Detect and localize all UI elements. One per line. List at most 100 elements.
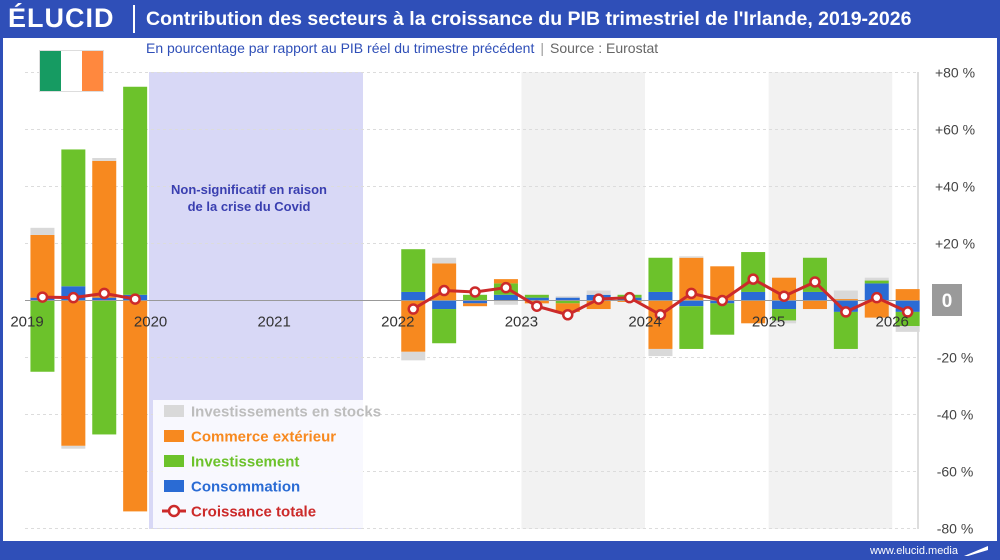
source-text: Source : Eurostat xyxy=(549,40,659,56)
legend-label-stocks: Investissements en stocks xyxy=(191,404,381,421)
bar-consommation-2025-T1 xyxy=(772,300,797,310)
growth-point-2023-T1 xyxy=(531,300,543,312)
x-tick-2022: 2022 xyxy=(381,314,414,331)
legend-swatch-exterieur xyxy=(164,430,184,442)
bar-investissement-2025-T1 xyxy=(772,309,797,321)
bar-stocks-2024-T1 xyxy=(648,348,673,357)
x-tick-2026: 2026 xyxy=(876,314,909,331)
bar-consommation-2023-T1 xyxy=(524,297,549,301)
bar-investissement-2019-T3 xyxy=(92,300,117,435)
growth-point-2022-T3 xyxy=(469,286,481,298)
growth-point-2026-T1 xyxy=(901,306,914,318)
bar-consommation-2024-T2 xyxy=(679,300,704,307)
x-tick-2021: 2021 xyxy=(258,314,291,331)
bar-investissement-2026-T1 xyxy=(895,311,920,327)
bar-stocks-2025-T3 xyxy=(833,290,858,300)
y-tick--80: -80 % xyxy=(937,521,974,537)
bar-consommation-2024-T1 xyxy=(648,291,673,301)
brand-logo: ÉLUCID xyxy=(8,3,115,33)
growth-point-2022-T1 xyxy=(407,303,419,315)
bar-stocks-2022-T4 xyxy=(493,300,518,305)
bar-investissement-2019-T2 xyxy=(61,149,86,287)
growth-point-2024-T3 xyxy=(716,294,728,307)
subtitle-separator: | xyxy=(540,40,544,56)
bar-investissement-2022-T2 xyxy=(432,309,457,344)
bar-stocks-2023-T3 xyxy=(586,290,611,295)
bar-consommation-2022-T2 xyxy=(432,300,457,310)
header-bar: ÉLUCID Contribution des secteurs à la cr… xyxy=(0,0,1000,38)
legend-label-investissement: Investissement xyxy=(191,454,299,471)
footer-url[interactable]: www.elucid.media xyxy=(869,545,958,557)
flag-stripe-white xyxy=(61,51,82,91)
x-tick-2024: 2024 xyxy=(628,314,661,331)
growth-point-2019-T2 xyxy=(67,291,80,304)
bar-investissement-2024-T2 xyxy=(679,306,704,349)
growth-point-2023-T4 xyxy=(623,291,636,304)
bar-exterieur-2022-T4 xyxy=(493,279,518,284)
y-tick--40: -40 % xyxy=(937,407,974,423)
growth-point-2019-T1 xyxy=(36,291,49,303)
bar-exterieur-2019-T1 xyxy=(30,234,55,298)
chart-subtitle: En pourcentage par rapport au PIB réel d… xyxy=(146,38,658,58)
legend-swatch-investissement xyxy=(164,455,184,467)
growth-point-2019-T3 xyxy=(98,287,110,300)
growth-point-2024-T2 xyxy=(685,287,698,300)
legend-label-exterieur: Commerce extérieur xyxy=(191,429,336,446)
bar-exterieur-2025-T3 xyxy=(833,299,858,301)
ireland-flag-icon xyxy=(40,51,103,91)
bar-stocks-2025-T4 xyxy=(864,277,889,281)
subtitle-text: En pourcentage par rapport au PIB réel d… xyxy=(146,40,535,56)
chart-title: Contribution des secteurs à la croissanc… xyxy=(146,8,912,30)
bar-investissement-2023-T2 xyxy=(555,300,580,304)
legend-swatch-marker-croissance xyxy=(167,504,181,518)
y-tick--60: -60 % xyxy=(937,464,974,480)
bar-exterieur-2024-T4 xyxy=(741,300,766,324)
flag-stripe-green xyxy=(40,51,61,91)
bar-stocks-2023-T2 xyxy=(555,296,580,298)
y-tick-60: +60 % xyxy=(935,122,975,138)
y-tick-40: +40 % xyxy=(935,179,975,195)
bar-investissement-2022-T1 xyxy=(401,249,426,292)
zero-badge-label: 0 xyxy=(942,291,953,312)
bar-exterieur-2025-T4 xyxy=(864,300,889,318)
growth-point-2025-T1 xyxy=(778,290,790,302)
legend-box xyxy=(153,400,363,528)
bar-exterieur-2019-T4 xyxy=(123,300,148,512)
growth-point-2022-T2 xyxy=(438,284,450,297)
x-tick-2019: 2019 xyxy=(10,314,43,331)
bar-exterieur-2026-T1 xyxy=(895,289,920,301)
bar-consommation-2022-T1 xyxy=(401,291,426,301)
bar-investissement-2023-T1 xyxy=(524,294,549,298)
x-tick-2020: 2020 xyxy=(134,314,167,331)
zero-badge xyxy=(932,284,962,316)
flag-stripe-orange xyxy=(82,51,103,91)
x-tick-2023: 2023 xyxy=(505,314,538,331)
growth-point-2025-T4 xyxy=(871,291,883,304)
bar-investissement-2025-T4 xyxy=(864,280,889,284)
bar-stocks-2022-T1 xyxy=(401,351,426,361)
bar-exterieur-2019-T3 xyxy=(92,160,117,298)
growth-point-2019-T4 xyxy=(129,293,141,305)
bar-consommation-2023-T2 xyxy=(555,297,580,301)
legend-swatch-consommation xyxy=(164,480,184,492)
header-divider xyxy=(133,5,135,33)
growth-point-2024-T4 xyxy=(747,273,759,285)
y-tick--20: -20 % xyxy=(937,350,974,366)
bar-stocks-2026-T1 xyxy=(895,326,920,332)
bar-investissement-2024-T3 xyxy=(710,303,735,335)
growth-point-2022-T4 xyxy=(500,281,512,294)
bar-consommation-2022-T4 xyxy=(493,294,518,301)
growth-point-2023-T2 xyxy=(562,309,574,321)
legend-swatch-stocks xyxy=(164,405,184,417)
bar-consommation-2025-T2 xyxy=(802,291,827,301)
bar-investissement-2025-T3 xyxy=(833,311,858,349)
growth-point-2023-T3 xyxy=(592,293,605,305)
bar-investissement-2024-T1 xyxy=(648,257,673,292)
bar-investissement-2019-T1 xyxy=(30,300,55,372)
y-tick-80: +80 % xyxy=(935,65,975,81)
growth-line-segment-1 xyxy=(42,291,136,301)
legend-label-croissance: Croissance totale xyxy=(191,504,316,521)
legend-label-consommation: Consommation xyxy=(191,479,300,496)
bar-exterieur-2025-T2 xyxy=(802,300,827,310)
